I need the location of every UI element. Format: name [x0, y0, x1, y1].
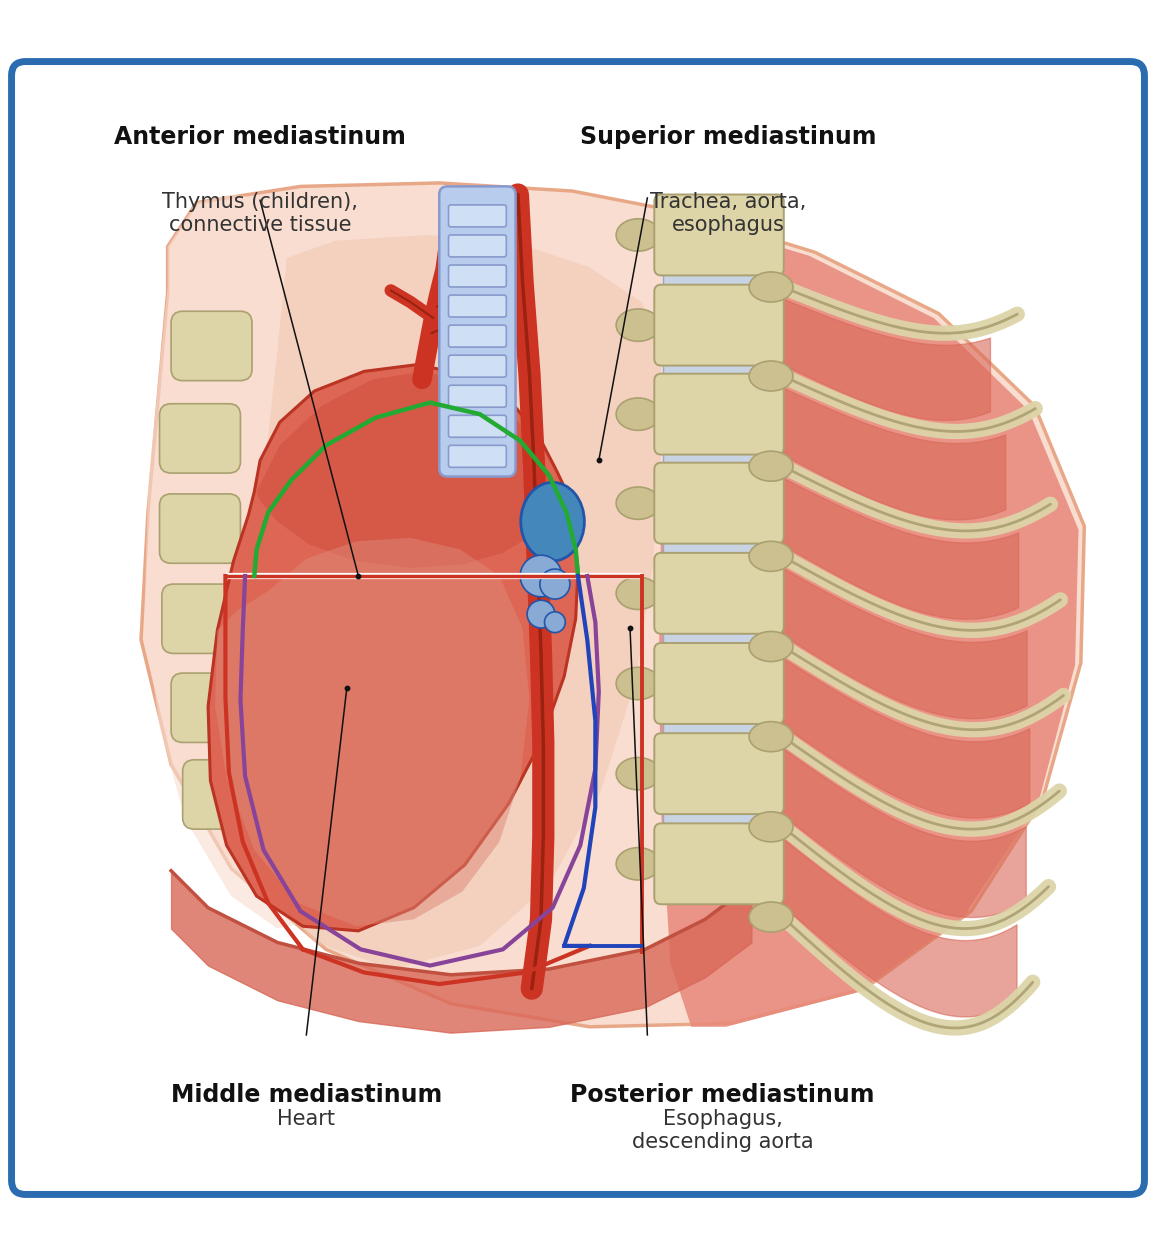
Ellipse shape	[616, 309, 660, 342]
Text: Trachea, aorta,
esophagus: Trachea, aorta, esophagus	[650, 192, 807, 235]
FancyBboxPatch shape	[664, 804, 775, 831]
Polygon shape	[144, 195, 318, 928]
Circle shape	[527, 600, 555, 628]
Ellipse shape	[616, 757, 660, 790]
Ellipse shape	[616, 398, 660, 431]
Ellipse shape	[749, 632, 793, 662]
Ellipse shape	[616, 578, 660, 609]
FancyBboxPatch shape	[439, 186, 516, 476]
FancyBboxPatch shape	[160, 494, 240, 563]
FancyBboxPatch shape	[171, 673, 252, 742]
FancyBboxPatch shape	[664, 713, 775, 741]
FancyBboxPatch shape	[654, 824, 784, 904]
Text: Anterior mediastinum: Anterior mediastinum	[114, 126, 406, 149]
Polygon shape	[659, 217, 1079, 1027]
Polygon shape	[237, 235, 661, 970]
Ellipse shape	[616, 219, 660, 251]
Ellipse shape	[749, 360, 793, 391]
Polygon shape	[237, 730, 329, 842]
Circle shape	[540, 569, 570, 599]
Text: Heart: Heart	[277, 1109, 335, 1129]
FancyBboxPatch shape	[449, 235, 506, 257]
FancyBboxPatch shape	[449, 265, 506, 286]
FancyBboxPatch shape	[654, 285, 784, 365]
FancyBboxPatch shape	[654, 195, 784, 275]
Text: Posterior mediastinum: Posterior mediastinum	[570, 1083, 875, 1107]
Ellipse shape	[616, 487, 660, 519]
Ellipse shape	[749, 722, 793, 751]
Ellipse shape	[749, 273, 793, 301]
FancyBboxPatch shape	[183, 760, 264, 829]
FancyBboxPatch shape	[449, 295, 506, 317]
Circle shape	[544, 612, 565, 633]
Ellipse shape	[520, 482, 584, 561]
FancyBboxPatch shape	[449, 325, 506, 347]
Ellipse shape	[749, 902, 793, 932]
FancyBboxPatch shape	[160, 403, 240, 474]
FancyBboxPatch shape	[664, 355, 775, 383]
FancyBboxPatch shape	[654, 462, 784, 544]
Text: Superior mediastinum: Superior mediastinum	[580, 126, 876, 149]
Polygon shape	[215, 538, 529, 926]
Text: Thymus (children),
connective tissue: Thymus (children), connective tissue	[162, 192, 358, 235]
Ellipse shape	[749, 451, 793, 481]
Ellipse shape	[749, 541, 793, 571]
FancyBboxPatch shape	[654, 643, 784, 723]
FancyBboxPatch shape	[654, 734, 784, 814]
Ellipse shape	[616, 667, 660, 700]
FancyBboxPatch shape	[449, 416, 506, 437]
FancyBboxPatch shape	[654, 553, 784, 634]
Ellipse shape	[616, 848, 660, 880]
Text: Middle mediastinum: Middle mediastinum	[171, 1083, 442, 1107]
FancyBboxPatch shape	[171, 311, 252, 381]
FancyBboxPatch shape	[449, 355, 506, 377]
Text: Esophagus,
descending aorta: Esophagus, descending aorta	[631, 1109, 814, 1152]
Polygon shape	[141, 183, 1084, 1027]
FancyBboxPatch shape	[449, 205, 506, 227]
Polygon shape	[257, 372, 564, 568]
FancyBboxPatch shape	[664, 534, 775, 561]
FancyBboxPatch shape	[449, 446, 506, 467]
FancyBboxPatch shape	[654, 374, 784, 455]
FancyBboxPatch shape	[664, 265, 775, 293]
FancyBboxPatch shape	[664, 445, 775, 472]
Polygon shape	[208, 364, 578, 931]
FancyBboxPatch shape	[449, 386, 506, 407]
FancyBboxPatch shape	[162, 584, 243, 653]
FancyBboxPatch shape	[664, 623, 775, 651]
Circle shape	[520, 555, 562, 597]
Ellipse shape	[749, 811, 793, 842]
